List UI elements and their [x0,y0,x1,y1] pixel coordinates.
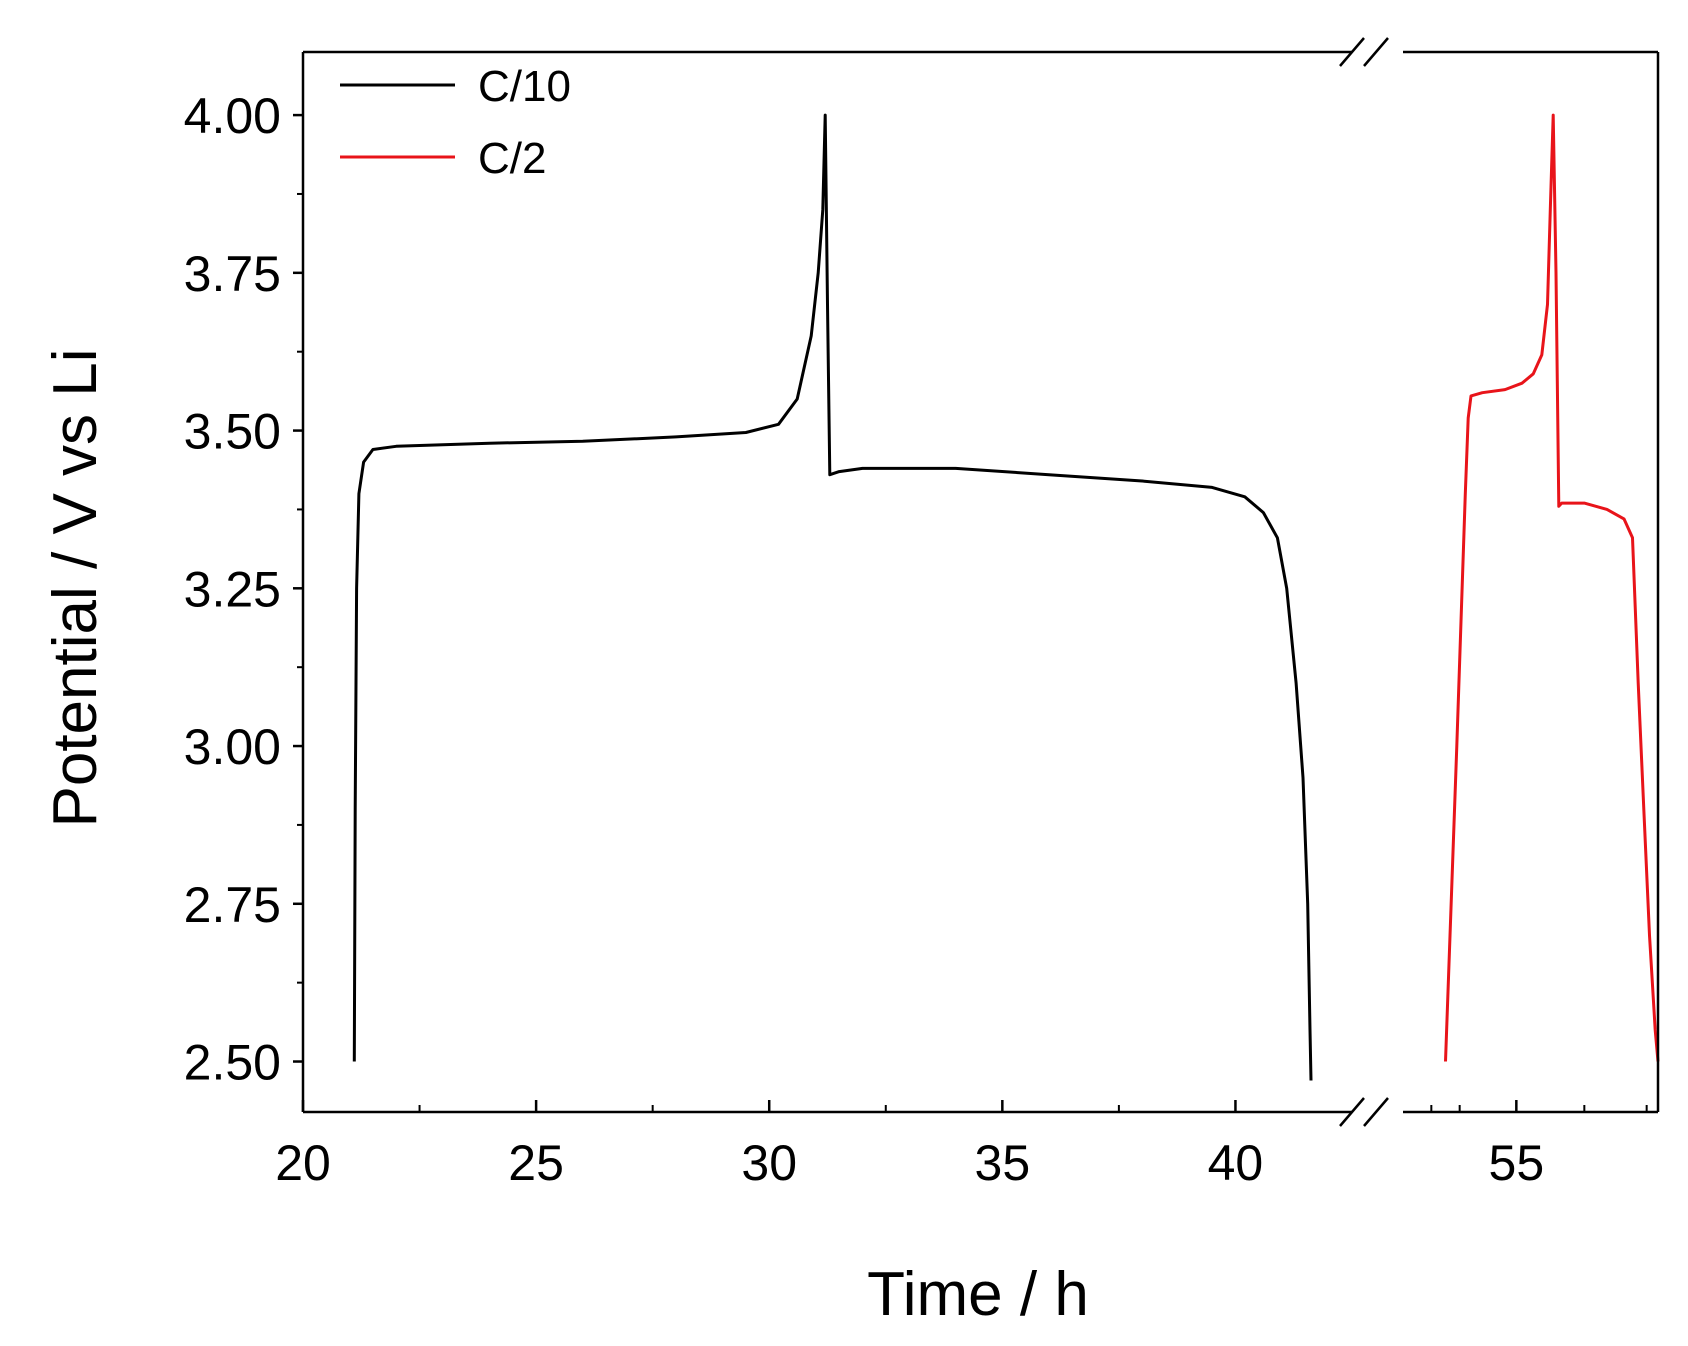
x-tick-label: 30 [741,1135,797,1191]
series-line-c10 [352,113,1313,1081]
x-axis-title: Time / h [867,1260,1089,1329]
y-axis-title: Potential / V vs Li [41,348,110,827]
frame-layer [301,37,1660,1127]
legend: C/10 C/2 [340,62,571,183]
y-tick-label: 2.75 [184,877,281,933]
tick-layer: 2.50 2.75 3.00 3.25 3.50 3.75 4.00 20 25 30 35 40 55 [184,88,1648,1191]
x-tick-label: 55 [1489,1135,1545,1191]
y-tick-label: 3.75 [184,246,281,302]
legend-label-c2: C/2 [478,134,546,183]
break-mark-top-2 [1363,37,1389,67]
break-mark-bottom-1 [1339,1097,1365,1127]
break-mark-bottom-2 [1363,1097,1389,1127]
plot-layer [352,113,1660,1081]
y-tick-label: 2.50 [184,1035,281,1091]
x-tick-label: 35 [975,1135,1031,1191]
y-tick-label: 3.00 [184,719,281,775]
y-tick-label: 3.25 [184,561,281,617]
x-tick-label: 25 [508,1135,564,1191]
x-tick-label: 20 [275,1135,331,1191]
series-line-c2 [1444,113,1660,1062]
x-tick-label: 40 [1208,1135,1264,1191]
y-tick-label: 3.50 [184,404,281,460]
break-mark-top-1 [1339,37,1365,67]
y-tick-label: 4.00 [184,88,281,144]
legend-label-c10: C/10 [478,62,571,111]
